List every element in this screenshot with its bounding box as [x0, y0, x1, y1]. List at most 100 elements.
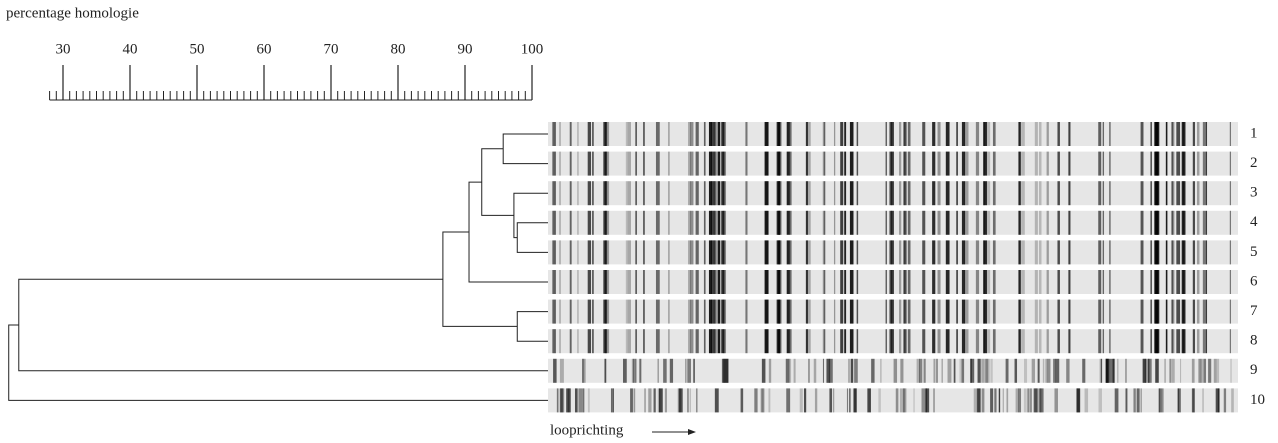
- gel-band: [635, 181, 637, 206]
- gel-band: [721, 122, 725, 146]
- gel-band: [1155, 358, 1159, 383]
- gel-band: [976, 388, 981, 413]
- gel-band: [553, 240, 556, 265]
- gel-band: [1171, 122, 1174, 146]
- gel-band: [559, 299, 561, 324]
- gel-band: [935, 358, 938, 383]
- x-tick-label: 50: [190, 41, 205, 57]
- gel-band: [891, 299, 894, 324]
- gel-band: [708, 210, 713, 235]
- gel-band: [904, 329, 907, 354]
- gel-band: [1198, 358, 1203, 383]
- gel-band: [560, 388, 563, 413]
- gel-band: [959, 358, 961, 383]
- gel-band: [1042, 358, 1045, 383]
- gel-band: [1182, 329, 1186, 354]
- gel-band: [937, 181, 941, 206]
- gel-band: [1231, 388, 1234, 413]
- gel-band: [956, 151, 958, 176]
- gel-band: [1109, 181, 1111, 206]
- gel-band: [721, 240, 725, 265]
- gel-band: [1018, 122, 1021, 146]
- gel-band: [1191, 388, 1195, 413]
- gel-band: [1057, 240, 1060, 265]
- gel-band: [1171, 210, 1175, 235]
- gel-band: [975, 240, 980, 265]
- gel-band: [587, 388, 590, 413]
- gel-band: [565, 388, 570, 413]
- gel-band: [688, 181, 692, 206]
- gel-band: [1229, 151, 1232, 176]
- gel-band: [1109, 151, 1111, 176]
- dendrogram-link: [502, 133, 548, 165]
- gel-band: [937, 122, 941, 146]
- gel-band: [766, 270, 768, 294]
- gel-band: [1034, 270, 1038, 294]
- gel-band: [690, 151, 694, 176]
- gel-band: [823, 122, 826, 146]
- gel-band: [1202, 329, 1207, 354]
- gel-band: [627, 151, 631, 176]
- x-tick-label: 40: [123, 41, 138, 57]
- gel-band: [1140, 388, 1142, 413]
- gel-band: [823, 299, 826, 324]
- gel-band: [907, 210, 911, 235]
- gel-band: [778, 122, 782, 146]
- gel-band: [867, 388, 871, 413]
- gel-band: [933, 388, 935, 413]
- gel-band: [1217, 358, 1220, 383]
- gel-band: [1192, 151, 1195, 176]
- gel-band: [764, 122, 769, 146]
- gel-band: [1082, 358, 1086, 383]
- gel-band: [786, 299, 790, 324]
- gel-band: [1182, 240, 1186, 265]
- gel-band: [721, 151, 725, 176]
- gel-band: [1039, 181, 1042, 206]
- gel-band: [634, 358, 637, 383]
- gel-band: [625, 240, 628, 265]
- gel-band: [823, 181, 826, 206]
- gel-band: [559, 181, 561, 206]
- gel-band: [559, 270, 561, 294]
- gel-band: [903, 299, 905, 324]
- gel-band: [591, 181, 594, 206]
- gel-band: [1102, 151, 1105, 176]
- gel-band: [1057, 299, 1060, 324]
- gel-band: [889, 151, 893, 176]
- gel-band: [805, 210, 808, 235]
- gel-band: [1140, 181, 1144, 206]
- gel-band: [1165, 240, 1168, 265]
- gel-band: [1140, 270, 1144, 294]
- gel-band: [708, 122, 713, 146]
- gel-band: [717, 181, 721, 206]
- gel-band: [717, 299, 721, 324]
- gel-band: [789, 329, 792, 354]
- gel-band: [899, 329, 902, 354]
- gel-band: [1140, 151, 1144, 176]
- gel-band: [975, 329, 980, 354]
- gel-band: [1057, 210, 1060, 235]
- gel-band: [695, 299, 699, 324]
- gel-band: [655, 270, 660, 294]
- gel-band: [591, 210, 594, 235]
- gel-band: [723, 151, 727, 176]
- gel-band: [849, 151, 854, 176]
- gel-band: [688, 270, 692, 294]
- gel-band: [655, 240, 660, 265]
- dendrogram-link: [442, 231, 518, 327]
- gel-band: [1182, 210, 1186, 235]
- gel-band: [553, 358, 557, 383]
- gel-band: [1171, 358, 1175, 383]
- gel-band: [714, 210, 718, 235]
- gel-band: [1202, 240, 1207, 265]
- gel-band: [844, 270, 847, 294]
- gel-band: [717, 240, 721, 265]
- gel-band: [1140, 210, 1144, 235]
- gel-band: [627, 299, 631, 324]
- gel-band: [1034, 122, 1038, 146]
- gel-band: [990, 358, 993, 383]
- gel-band: [846, 388, 849, 413]
- gel-band: [688, 358, 691, 383]
- gel-band: [1205, 299, 1208, 324]
- gel-band: [856, 181, 859, 206]
